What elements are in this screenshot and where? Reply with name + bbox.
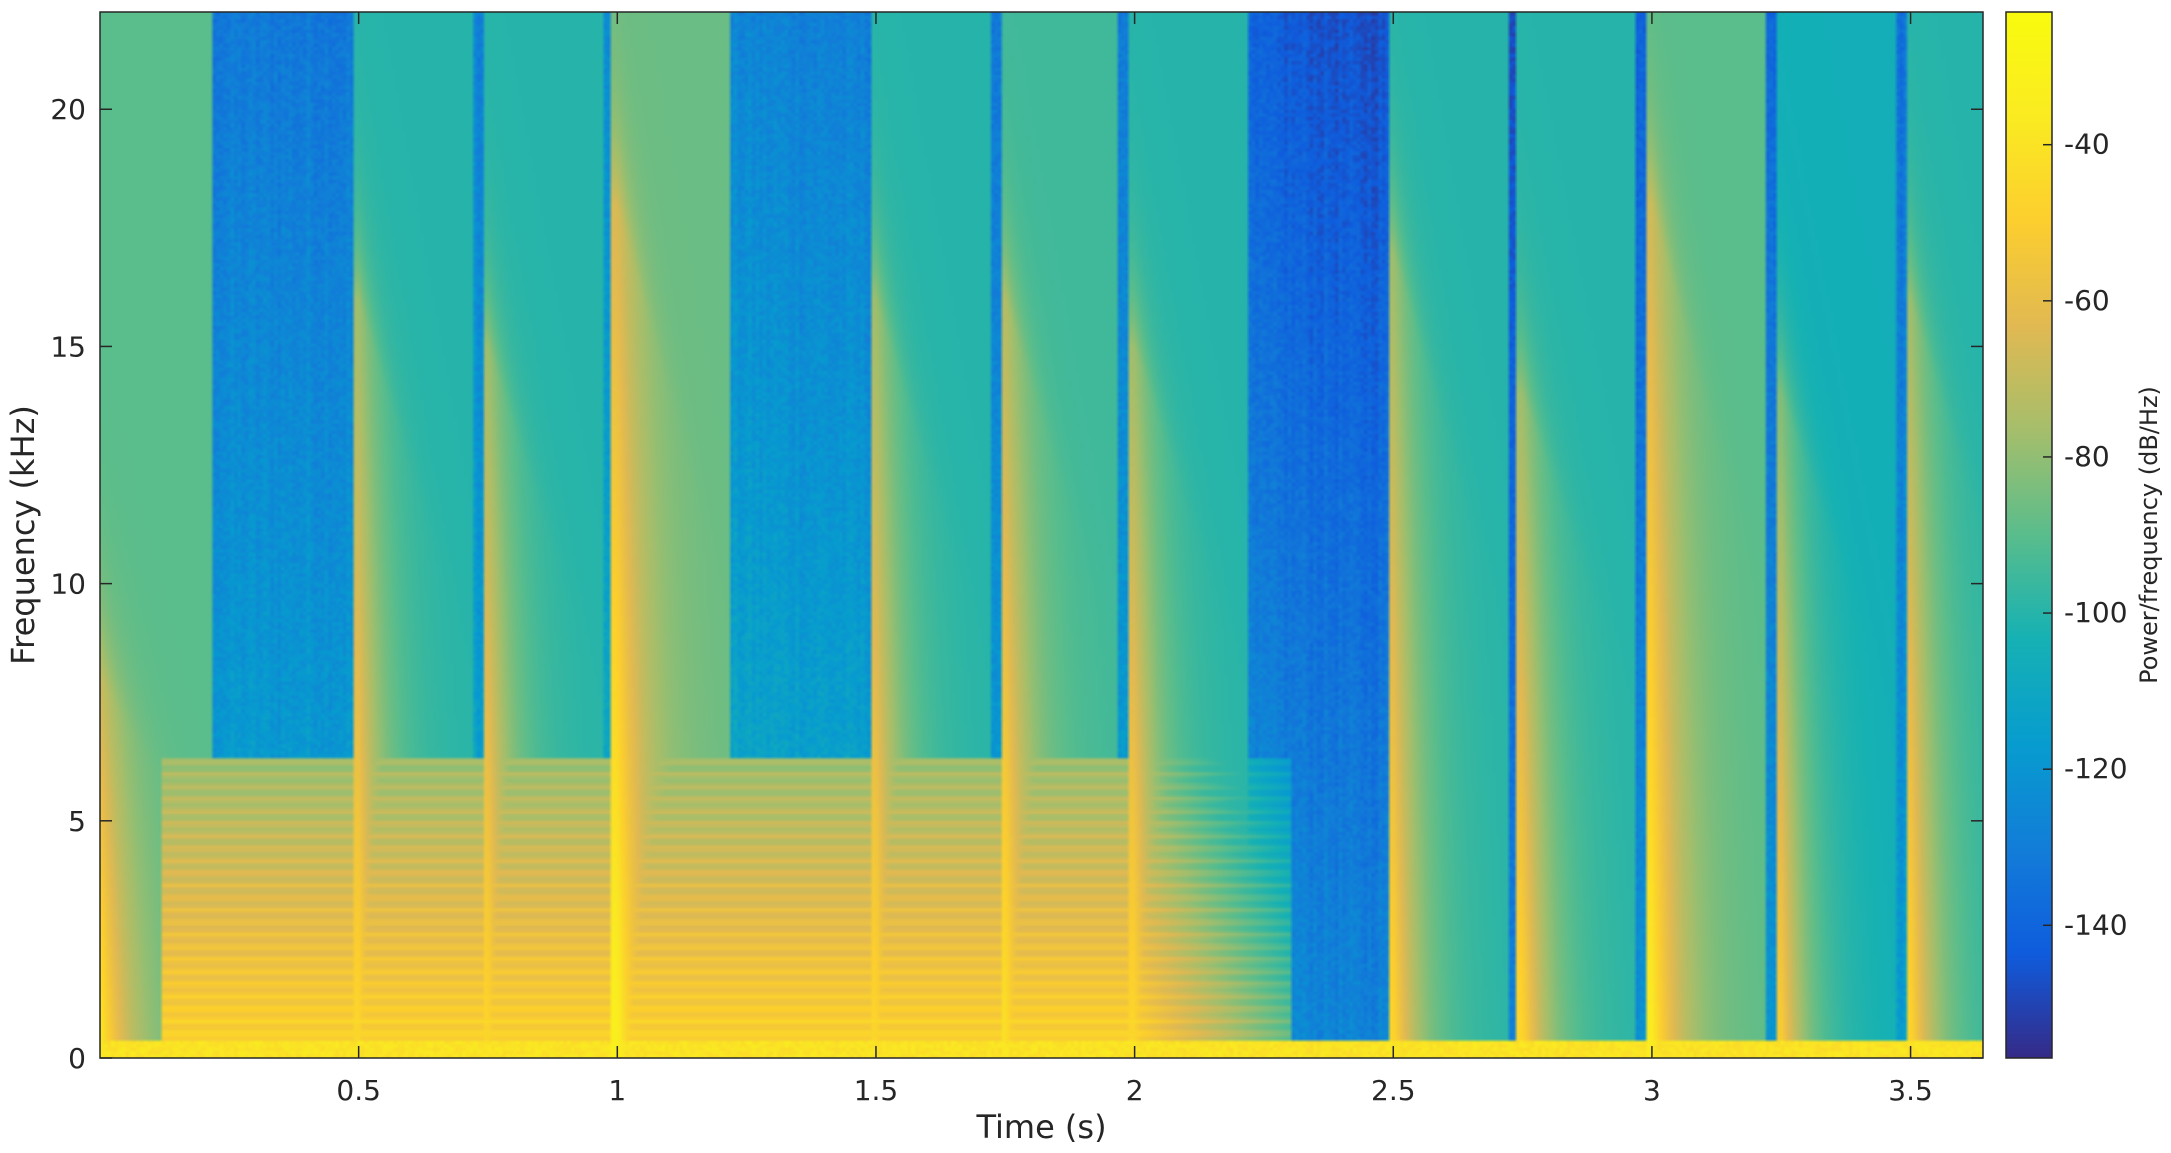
- x-tick-label: 1.5: [854, 1074, 899, 1107]
- colorbar-tick-label: -120: [2064, 752, 2128, 785]
- y-tick-label: 15: [50, 330, 86, 363]
- spectrogram-image: [100, 12, 1983, 1058]
- colorbar-tick-label: -80: [2064, 440, 2110, 473]
- plot-area: [99, 11, 1984, 1059]
- colorbar-label: Power/frequency (dB/Hz): [2135, 386, 2163, 684]
- colorbar-ticks: -140 -120 -100 -80 -60 -40: [2043, 128, 2128, 941]
- colorbar: -140 -120 -100 -80 -60 -40 Power/frequency (d…: [2005, 11, 2163, 1059]
- y-tick-label: 20: [50, 93, 86, 126]
- colorbar-tick-label: -60: [2064, 284, 2110, 317]
- x-tick-label: 3.5: [1888, 1074, 1933, 1107]
- x-tick-label: 0.5: [336, 1074, 381, 1107]
- x-tick-label: 2: [1126, 1074, 1144, 1107]
- colorbar-tick-label: -100: [2064, 596, 2128, 629]
- x-tick-label: 2.5: [1371, 1074, 1416, 1107]
- colorbar-tick-label: -140: [2064, 908, 2128, 941]
- y-tick-label: 5: [68, 805, 86, 838]
- y-tick-label: 0: [68, 1042, 86, 1075]
- x-axis: 0.5 1 1.5 2 2.5 3 3.5: [336, 12, 1933, 1107]
- plot-frame: [99, 11, 1984, 1059]
- x-tick-label: 1: [608, 1074, 626, 1107]
- y-axis-title: Frequency (kHz): [4, 405, 42, 665]
- y-tick-label: 10: [50, 568, 86, 601]
- x-tick-label: 3: [1643, 1074, 1661, 1107]
- colorbar-frame: [2005, 11, 2053, 1059]
- colorbar-tick-label: -40: [2064, 128, 2110, 161]
- colorbar-gradient: [2006, 12, 2052, 1058]
- x-axis-title: Time (s): [975, 1108, 1106, 1146]
- y-axis: 0 5 10 15 20: [50, 93, 1983, 1075]
